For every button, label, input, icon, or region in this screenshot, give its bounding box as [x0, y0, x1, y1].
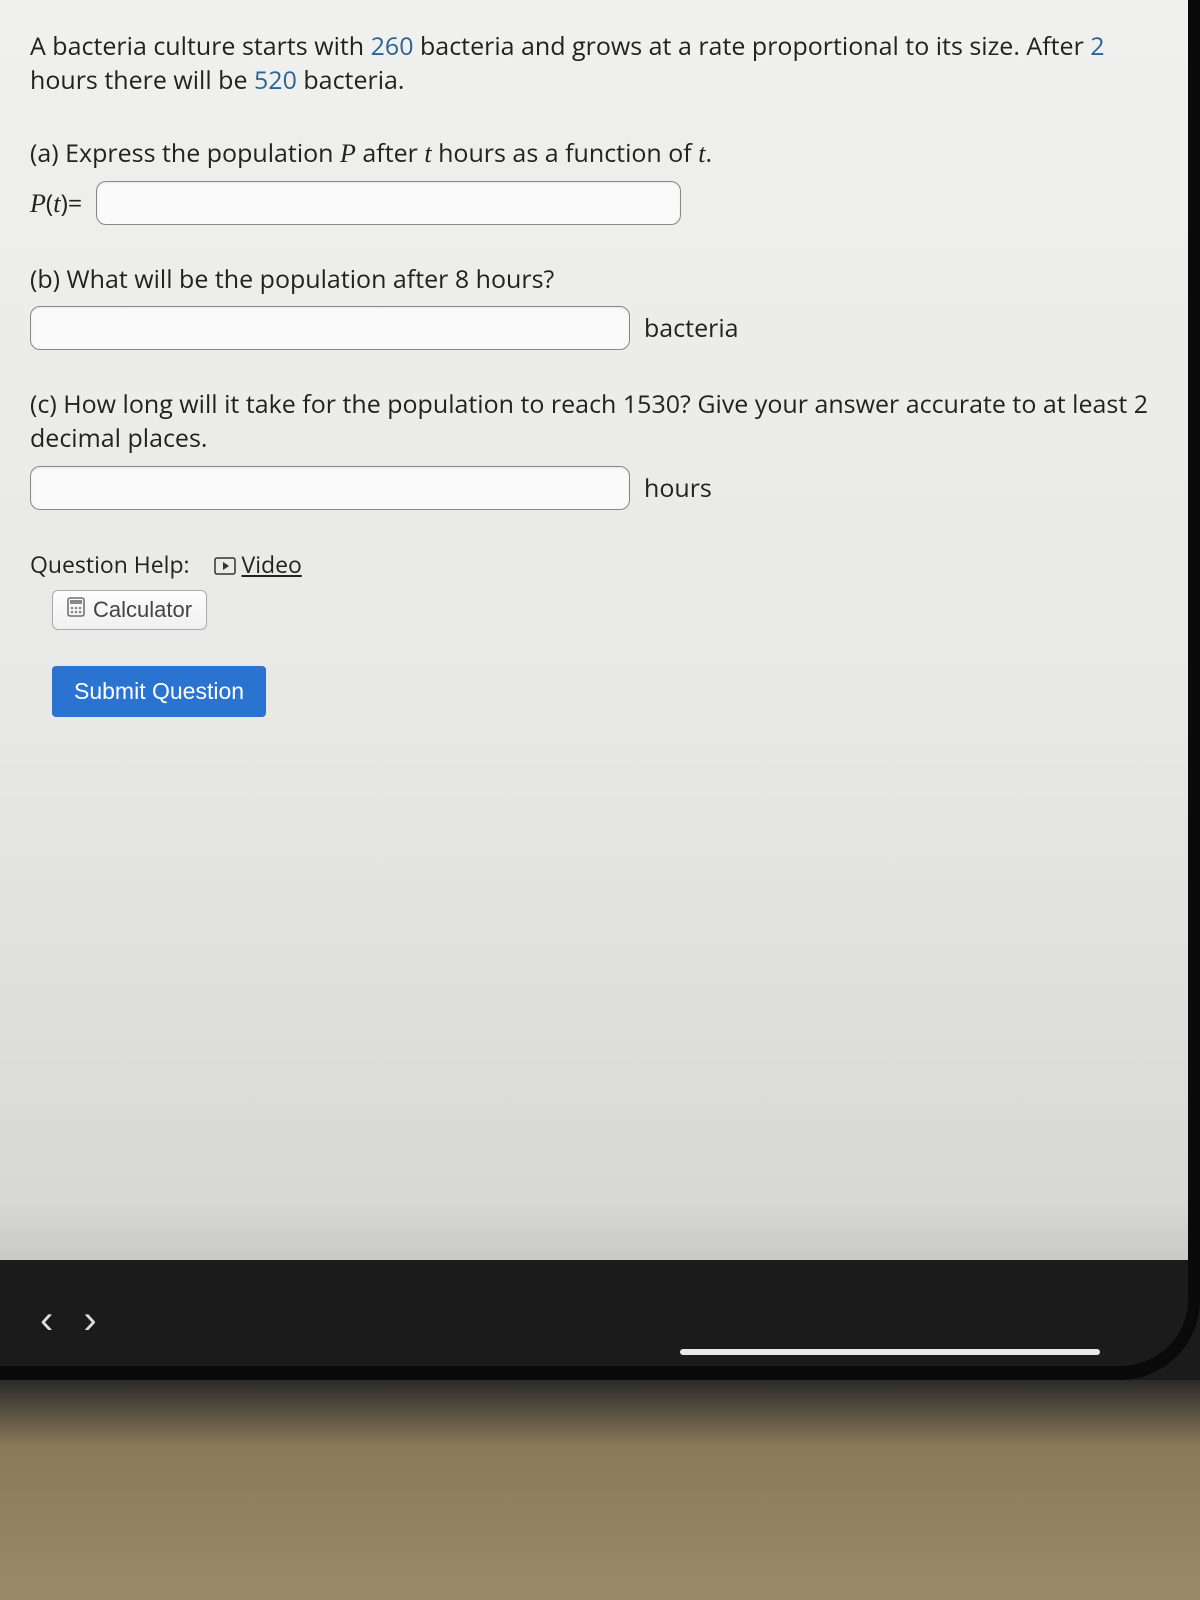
part-c-input[interactable]	[30, 466, 630, 510]
part-b-unit: bacteria	[644, 311, 739, 345]
part-a-lhs: P(t)=	[30, 186, 82, 220]
home-indicator[interactable]	[680, 1349, 1100, 1355]
problem-intro: A bacteria culture starts with 260 bacte…	[30, 30, 1170, 98]
part-c-label: (c) How long will it take for the popula…	[30, 388, 1170, 456]
lhs-P: P	[30, 189, 46, 218]
part-a-input-row: P(t)=	[30, 181, 1170, 225]
video-link[interactable]: Video	[241, 548, 301, 580]
device-bottom-bar: ‹ ›	[0, 1260, 1200, 1380]
part-a-suffix: .	[705, 136, 712, 170]
calculator-button[interactable]: Calculator	[52, 590, 207, 630]
var-t: t	[424, 139, 431, 168]
question-help: Question Help: Video Calculator	[30, 548, 1170, 630]
intro-start-count: 260	[371, 29, 414, 63]
part-a-label: (a) Express the population P after t hou…	[30, 136, 1170, 171]
lhs-t: t	[53, 189, 60, 218]
part-a-mid1: after	[356, 136, 424, 170]
part-c-input-row: hours	[30, 466, 1170, 510]
var-P: P	[340, 139, 356, 168]
part-a-input[interactable]	[96, 181, 681, 225]
nav-forward-button[interactable]: ›	[83, 1298, 96, 1343]
question-content: A bacteria culture starts with 260 bacte…	[0, 0, 1200, 747]
calculator-icon	[67, 597, 85, 623]
lhs-close: )=	[61, 186, 83, 220]
help-row: Question Help: Video	[30, 548, 1170, 582]
nav-back-button[interactable]: ‹	[40, 1298, 53, 1343]
intro-text-2: bacteria and grows at a rate proportiona…	[414, 29, 1091, 63]
submit-button[interactable]: Submit Question	[52, 666, 266, 717]
part-a-prefix: (a) Express the population	[30, 136, 340, 170]
intro-hours: 2	[1090, 29, 1104, 63]
video-icon	[214, 550, 236, 582]
help-label: Question Help:	[30, 548, 190, 580]
part-b-input[interactable]	[30, 306, 630, 350]
calculator-label: Calculator	[93, 597, 192, 623]
part-c: (c) How long will it take for the popula…	[30, 388, 1170, 510]
desk-background	[0, 1380, 1200, 1600]
part-b-input-row: bacteria	[30, 306, 1170, 350]
intro-text-1: A bacteria culture starts with	[30, 29, 371, 63]
part-c-unit: hours	[644, 471, 712, 505]
part-b: (b) What will be the population after 8 …	[30, 263, 1170, 351]
part-b-label: (b) What will be the population after 8 …	[30, 263, 1170, 297]
part-a-mid2: hours as a function of	[432, 136, 699, 170]
intro-text-4: bacteria.	[297, 63, 405, 97]
intro-end-count: 520	[254, 63, 297, 97]
part-a: (a) Express the population P after t hou…	[30, 136, 1170, 225]
intro-text-3: hours there will be	[30, 63, 254, 97]
